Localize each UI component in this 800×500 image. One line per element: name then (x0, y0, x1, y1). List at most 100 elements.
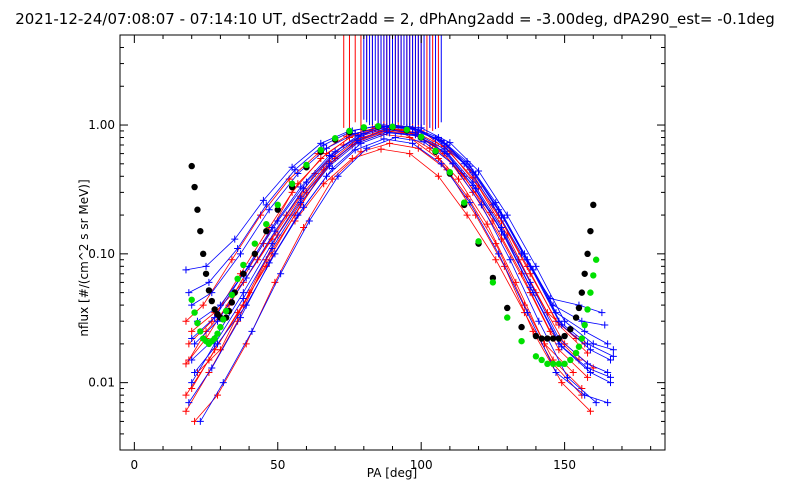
data-point-plus (182, 317, 190, 325)
data-point-plus (317, 154, 325, 162)
data-point-plus (297, 194, 305, 202)
data-point-plus (257, 211, 265, 219)
chart-title: 2021-12-24/07:08:07 - 07:14:10 UT, dSect… (15, 10, 775, 29)
data-point-plus (265, 206, 273, 214)
data-point-plus (274, 217, 282, 225)
data-point-plus (586, 407, 594, 415)
fit-point (584, 306, 591, 313)
data-point-plus (432, 135, 440, 143)
data-point-plus (607, 356, 614, 364)
data-point-plus (477, 201, 485, 209)
fit-point (234, 275, 241, 283)
data-point-plus (555, 346, 563, 354)
fit-point (194, 319, 201, 327)
axes: 0 50 100 150 0.01 0.10 1.00 (88, 34, 665, 472)
data-point-plus (380, 135, 388, 143)
fit-point (211, 306, 218, 313)
data-point-plus (202, 262, 210, 270)
data-point-plus (188, 379, 196, 387)
fit-point (191, 183, 198, 191)
fit-point (188, 162, 195, 170)
data-point-plus (555, 317, 563, 325)
data-point-plus (205, 356, 213, 364)
fit-point (549, 335, 557, 342)
data-point-plus (182, 360, 190, 368)
fit-point (578, 335, 586, 342)
fit-point (518, 337, 525, 345)
fit-point (572, 314, 580, 321)
data-point-plus (409, 139, 417, 147)
fit-point (561, 332, 568, 340)
data-point-plus (234, 317, 242, 325)
fit-point (504, 314, 511, 321)
data-point-plus (231, 235, 239, 243)
data-point-plus (414, 144, 422, 152)
fit-point (202, 270, 210, 277)
fit-point (532, 353, 540, 360)
data-point-plus (604, 399, 612, 407)
data-point-plus (584, 373, 592, 381)
data-point-plus (182, 266, 190, 274)
data-point-plus (523, 309, 531, 317)
data-point-plus (609, 352, 617, 360)
data-point-plus (219, 379, 227, 387)
fit-point (194, 206, 201, 213)
data-point-plus (472, 185, 480, 193)
data-point-plus (572, 335, 580, 343)
data-point-plus (277, 270, 285, 278)
data-point-plus (492, 256, 500, 264)
data-point-plus (323, 144, 331, 152)
fit-point (389, 123, 396, 130)
data-point-plus (578, 385, 586, 393)
series-line (191, 129, 608, 373)
data-point-plus (302, 178, 310, 186)
data-point-plus (592, 399, 600, 407)
x-tick-label: 150 (553, 458, 576, 472)
fit-point (555, 335, 563, 342)
data-point-plus (443, 150, 451, 158)
data-point-plus (607, 379, 614, 387)
data-point-plus (411, 125, 419, 133)
data-point-plus (584, 360, 592, 368)
data-point-plus (188, 356, 196, 364)
fit-point (575, 343, 583, 350)
data-point-plus (578, 317, 586, 325)
data-point-plus (558, 343, 566, 351)
fit-point (191, 309, 198, 316)
data-point-plus (242, 274, 250, 282)
fit-point (317, 146, 324, 154)
data-point-plus (604, 340, 612, 348)
data-point-plus (191, 368, 199, 376)
fit-point (461, 199, 468, 206)
data-point-plus (196, 417, 204, 425)
data-point-plus (512, 278, 520, 286)
data-point-plus (377, 145, 385, 153)
data-point-plus (563, 373, 571, 381)
fit-point (587, 289, 594, 296)
fit-point (346, 127, 353, 135)
fit-point (251, 240, 259, 247)
data-point-plus (262, 201, 270, 209)
fit-point (584, 250, 591, 258)
fit-point (199, 250, 207, 258)
data-point-plus (239, 295, 247, 303)
data-point-plus (460, 160, 468, 168)
data-point-plus (386, 139, 394, 147)
data-point-plus (495, 250, 503, 258)
data-point-plus (288, 163, 296, 171)
data-point-plus (182, 407, 190, 415)
data-point-plus (300, 203, 308, 211)
data-point-plus (391, 134, 399, 142)
data-point-plus (518, 250, 526, 258)
y-tick-label: 0.10 (88, 247, 115, 261)
x-axis-label: PA [deg] (367, 466, 417, 480)
data-point-plus (208, 364, 216, 372)
data-point-plus (463, 211, 471, 219)
fit-point (303, 161, 310, 169)
fit-point (544, 335, 551, 342)
fit-point (403, 126, 411, 133)
data-point-plus (354, 131, 362, 139)
data-point-plus (188, 327, 196, 335)
fit-point (211, 335, 218, 342)
